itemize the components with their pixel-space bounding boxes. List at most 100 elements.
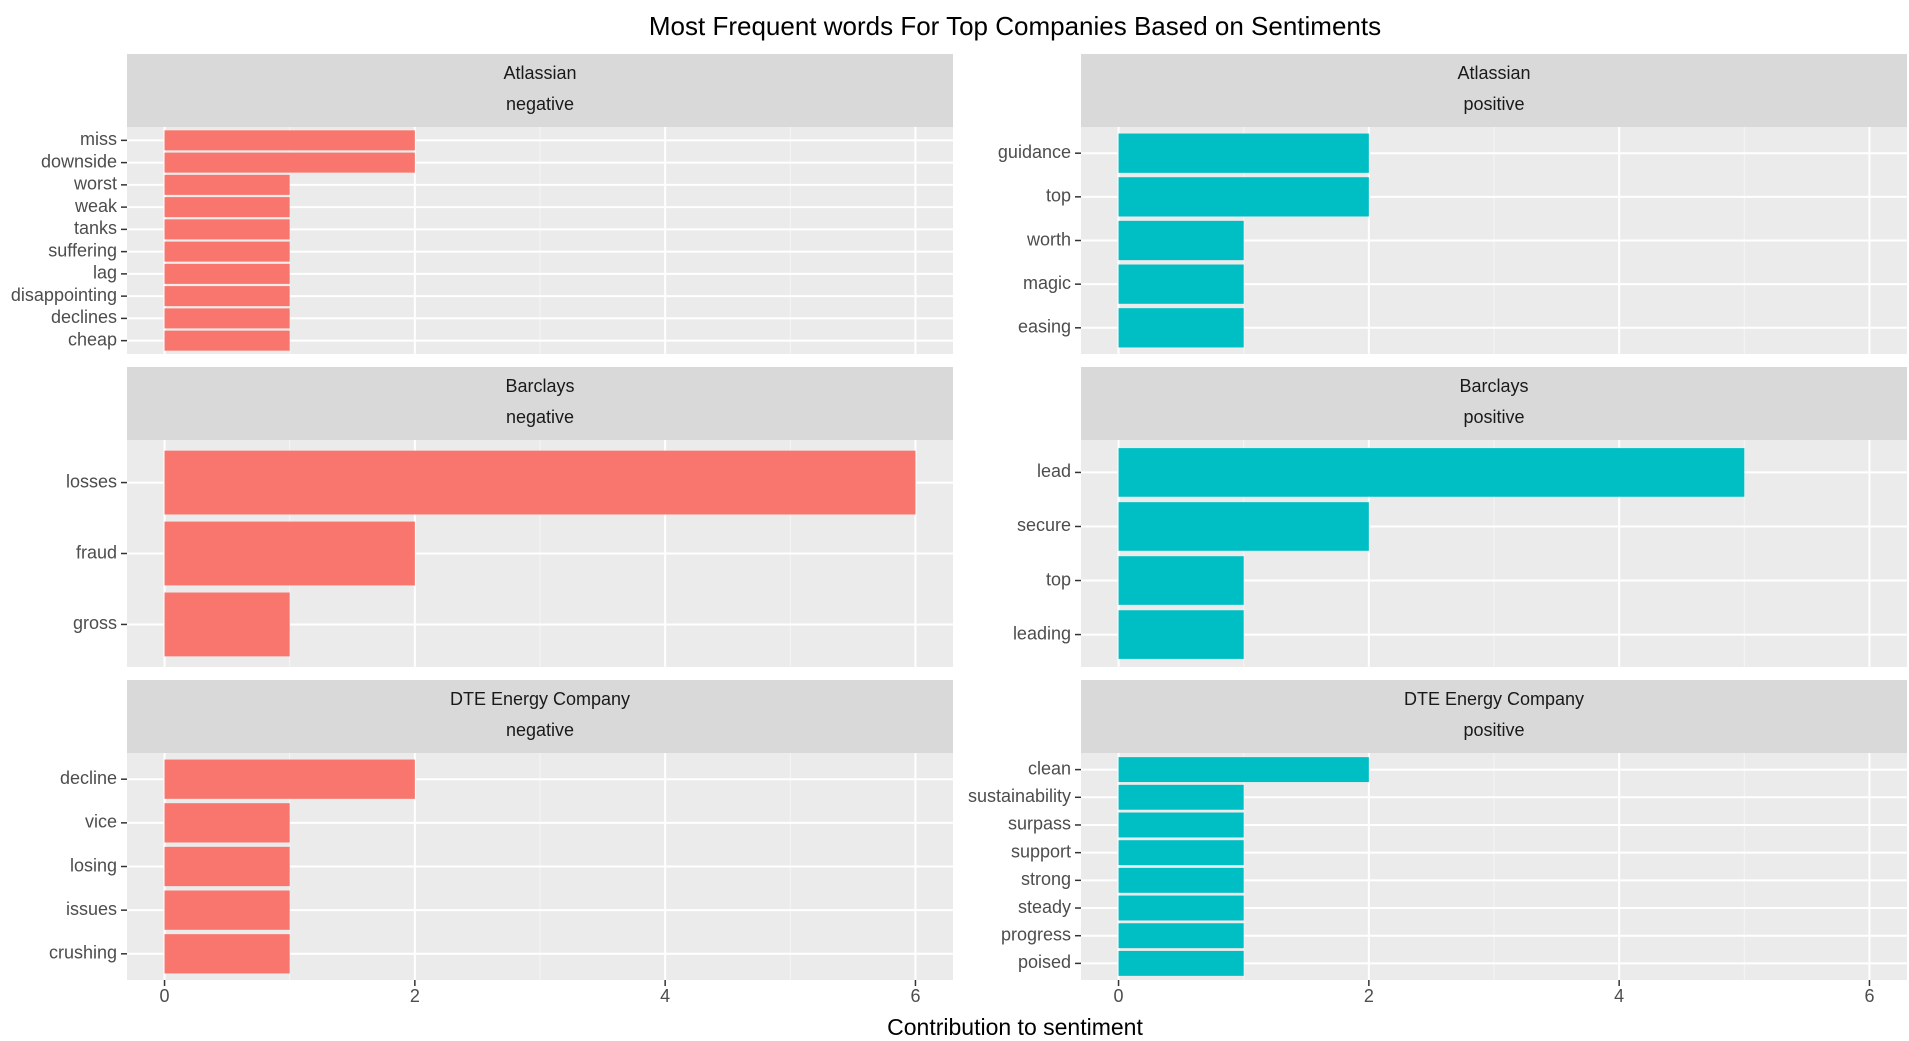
y-tick-label-leading: leading <box>1013 623 1071 643</box>
y-tick-label-clean: clean <box>1028 758 1071 778</box>
bar-lead <box>1118 448 1745 497</box>
bar-decline <box>164 759 415 799</box>
chart-title: Most Frequent words For Top Companies Ba… <box>649 11 1381 41</box>
bar-worst <box>164 174 290 195</box>
strip-background <box>127 54 953 127</box>
bar-secure <box>1118 502 1369 551</box>
bar-support <box>1118 840 1244 866</box>
strip-label-company: DTE Energy Company <box>1404 689 1584 709</box>
y-tick-label-secure: secure <box>1017 515 1071 535</box>
bar-top <box>1118 177 1369 217</box>
y-tick-label-top: top <box>1046 569 1071 589</box>
panel-dte-energy-company-positive: DTE Energy Company positive clean sustainab… <box>968 680 1907 1006</box>
panel-dte-energy-company-negative: DTE Energy Company negative decline vice los… <box>49 680 953 1006</box>
strip-background <box>1081 680 1907 753</box>
bar-steady <box>1118 895 1244 921</box>
y-tick-label-miss: miss <box>80 129 117 149</box>
y-tick-label-support: support <box>1011 841 1071 861</box>
bar-vice <box>164 803 290 843</box>
panel-atlassian-positive: Atlassian positive guidance top worth magic ea… <box>998 54 1907 354</box>
y-tick-label-strong: strong <box>1021 869 1071 889</box>
y-tick-label-worst: worst <box>73 174 117 194</box>
bar-disappointing <box>164 286 290 307</box>
x-tick-label: 2 <box>410 986 420 1006</box>
strip-background <box>1081 367 1907 440</box>
strip-label-sentiment: negative <box>506 407 574 427</box>
bar-tanks <box>164 219 290 240</box>
x-tick-label: 6 <box>910 986 920 1006</box>
y-tick-label-decline: decline <box>60 768 117 788</box>
strip-background <box>1081 54 1907 127</box>
y-tick-label-lag: lag <box>93 263 117 283</box>
y-tick-label-surpass: surpass <box>1008 814 1071 834</box>
y-tick-label-fraud: fraud <box>76 542 117 562</box>
bar-easing <box>1118 308 1244 348</box>
bar-miss <box>164 130 415 151</box>
bar-lag <box>164 263 290 284</box>
bar-sustainability <box>1118 784 1244 810</box>
bar-declines <box>164 308 290 329</box>
y-tick-label-sustainability: sustainability <box>968 786 1071 806</box>
bar-suffering <box>164 241 290 262</box>
y-tick-label-poised: poised <box>1018 952 1071 972</box>
bar-fraud <box>164 521 415 586</box>
y-tick-label-disappointing: disappointing <box>11 285 117 305</box>
bar-crushing <box>164 934 290 974</box>
bar-guidance <box>1118 133 1369 173</box>
bar-gross <box>164 592 290 657</box>
x-axis-title: Contribution to sentiment <box>887 1014 1143 1040</box>
strip-label-sentiment: positive <box>1463 720 1524 740</box>
panel-barclays-positive: Barclays positive lead secure top leading <box>1013 367 1907 667</box>
strip-background <box>127 367 953 440</box>
x-tick-label: 0 <box>160 986 170 1006</box>
bar-top <box>1118 556 1244 605</box>
x-tick-label: 2 <box>1364 986 1374 1006</box>
y-tick-label-guidance: guidance <box>998 142 1071 162</box>
y-tick-label-cheap: cheap <box>68 329 117 349</box>
bar-worth <box>1118 220 1244 261</box>
strip-label-company: Barclays <box>1459 376 1528 396</box>
y-tick-label-issues: issues <box>66 899 117 919</box>
bar-poised <box>1118 950 1244 976</box>
y-tick-label-vice: vice <box>85 812 117 832</box>
strip-label-sentiment: negative <box>506 94 574 114</box>
bar-losing <box>164 846 290 887</box>
bar-leading <box>1118 610 1244 659</box>
y-tick-label-weak: weak <box>74 196 118 216</box>
strip-label-sentiment: positive <box>1463 407 1524 427</box>
strip-label-sentiment: positive <box>1463 94 1524 114</box>
y-tick-label-losing: losing <box>70 855 117 875</box>
y-tick-label-losses: losses <box>66 471 117 491</box>
bar-progress <box>1118 923 1244 949</box>
y-tick-label-steady: steady <box>1018 897 1071 917</box>
x-tick-label: 0 <box>1114 986 1124 1006</box>
strip-label-company: Atlassian <box>1457 63 1530 83</box>
y-tick-label-declines: declines <box>51 307 117 327</box>
strip-label-company: Atlassian <box>503 63 576 83</box>
bar-weak <box>164 197 290 218</box>
strip-background <box>127 680 953 753</box>
x-tick-label: 6 <box>1864 986 1874 1006</box>
strip-label-company: DTE Energy Company <box>450 689 630 709</box>
x-tick-label: 4 <box>1614 986 1624 1006</box>
y-tick-label-lead: lead <box>1037 461 1071 481</box>
bar-magic <box>1118 264 1244 304</box>
y-tick-label-downside: downside <box>41 151 117 171</box>
bar-clean <box>1118 757 1369 783</box>
strip-label-sentiment: negative <box>506 720 574 740</box>
bar-cheap <box>164 330 290 351</box>
y-tick-label-worth: worth <box>1026 229 1071 249</box>
y-tick-label-suffering: suffering <box>48 240 117 260</box>
y-tick-label-magic: magic <box>1023 273 1071 293</box>
x-tick-label: 4 <box>660 986 670 1006</box>
bar-issues <box>164 890 290 930</box>
bar-losses <box>164 450 916 515</box>
strip-label-company: Barclays <box>505 376 574 396</box>
bar-downside <box>164 152 415 173</box>
y-tick-label-progress: progress <box>1001 924 1071 944</box>
y-tick-label-gross: gross <box>73 613 117 633</box>
